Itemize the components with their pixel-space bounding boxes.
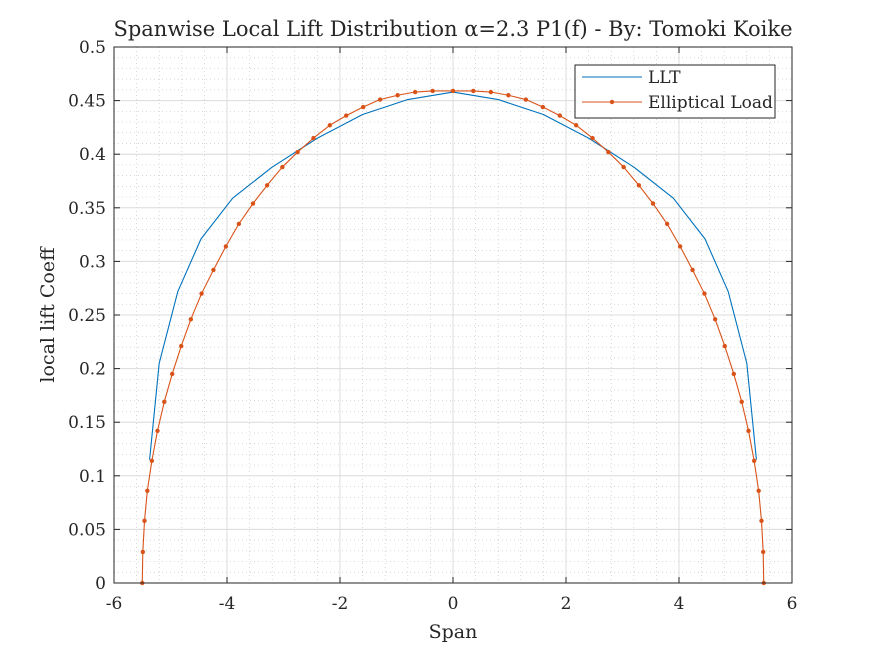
x-tick-label: -4 xyxy=(219,594,236,614)
data-point-elliptical-load xyxy=(223,244,229,249)
y-tick-label: 0.4 xyxy=(79,145,106,165)
data-point-elliptical-load xyxy=(450,88,456,94)
data-point-elliptical-load xyxy=(523,97,529,102)
data-point-elliptical-load xyxy=(540,104,546,110)
data-point-elliptical-load xyxy=(140,549,146,555)
y-tick-label: 0.3 xyxy=(79,252,106,272)
data-point-elliptical-load xyxy=(327,123,333,128)
chart-title: Spanwise Local Lift Distribution α=2.3 P… xyxy=(113,17,792,41)
x-tick-label: 0 xyxy=(448,594,459,614)
data-point-elliptical-load xyxy=(590,135,595,141)
data-point-elliptical-load xyxy=(606,149,611,155)
x-tick-label: -2 xyxy=(332,594,349,614)
data-point-elliptical-load xyxy=(344,113,349,118)
data-point-elliptical-load xyxy=(236,221,242,227)
data-point-elliptical-load xyxy=(430,88,435,94)
legend-label-elliptical-load: Elliptical Load xyxy=(648,93,773,113)
data-point-elliptical-load xyxy=(471,88,476,94)
data-point-elliptical-load xyxy=(377,97,383,102)
data-point-elliptical-load xyxy=(188,317,194,322)
data-point-elliptical-load xyxy=(636,183,642,188)
data-point-elliptical-load xyxy=(149,458,155,463)
x-tick-label: 4 xyxy=(674,594,685,614)
data-point-elliptical-load xyxy=(731,371,737,377)
x-axis-label: Span xyxy=(429,621,478,643)
y-tick-label: 0 xyxy=(95,574,106,594)
x-tick-labels: -6 -4 -2 0 2 4 6 xyxy=(106,594,798,614)
data-point-elliptical-load xyxy=(759,518,764,524)
legend-label-llt: LLT xyxy=(648,68,681,88)
x-tick-label: 2 xyxy=(561,594,572,614)
y-tick-label: 0.45 xyxy=(68,92,106,112)
series-layer xyxy=(140,88,766,586)
data-point-elliptical-load xyxy=(199,291,204,296)
x-tick-label: -6 xyxy=(106,594,123,614)
y-tick-label: 0.05 xyxy=(68,520,106,540)
data-point-elliptical-load xyxy=(650,201,656,206)
data-point-elliptical-load xyxy=(506,93,511,98)
data-point-elliptical-load xyxy=(690,267,695,273)
data-point-elliptical-load xyxy=(179,343,184,349)
data-point-elliptical-load xyxy=(311,135,316,141)
y-tick-label: 0.15 xyxy=(68,413,106,433)
y-tick-label: 0.5 xyxy=(79,38,106,58)
data-point-elliptical-load xyxy=(155,428,160,433)
data-point-elliptical-load xyxy=(142,518,147,524)
legend-box xyxy=(574,64,776,119)
data-point-elliptical-load xyxy=(573,123,579,128)
data-point-elliptical-load xyxy=(295,149,300,155)
y-tick-label: 0.35 xyxy=(68,199,106,219)
data-point-elliptical-load xyxy=(760,549,766,555)
data-point-elliptical-load xyxy=(412,89,418,95)
y-tick-label: 0.25 xyxy=(68,306,106,326)
y-tick-label: 0.2 xyxy=(79,360,106,380)
data-point-elliptical-load xyxy=(677,244,683,249)
data-point-elliptical-load xyxy=(751,458,757,463)
y-tick-label: 0.1 xyxy=(79,467,106,487)
data-point-elliptical-load xyxy=(169,371,175,377)
data-point-elliptical-load xyxy=(162,399,167,405)
data-point-elliptical-load xyxy=(621,164,626,170)
data-point-elliptical-load xyxy=(702,291,707,296)
legend-marker-elliptical-load xyxy=(609,99,615,105)
data-point-elliptical-load xyxy=(746,428,751,433)
data-point-elliptical-load xyxy=(722,343,727,349)
data-point-elliptical-load xyxy=(395,93,400,98)
y-axis-label: local lift Coeff xyxy=(37,246,59,383)
data-point-elliptical-load xyxy=(739,399,744,405)
data-point-elliptical-load xyxy=(488,89,494,95)
x-tick-label: 6 xyxy=(787,594,798,614)
legend: LLT Elliptical Load xyxy=(574,64,776,119)
tick-marks xyxy=(113,46,793,584)
data-point-elliptical-load xyxy=(145,488,150,494)
data-point-elliptical-load xyxy=(712,317,718,322)
data-point-elliptical-load xyxy=(264,183,270,188)
data-point-elliptical-load xyxy=(280,164,285,170)
y-tick-labels: 0 0.05 0.1 0.15 0.2 0.25 0.3 0.35 0.4 0.45 0.5 xyxy=(68,38,106,594)
data-point-elliptical-load xyxy=(557,113,562,118)
data-point-elliptical-load xyxy=(360,104,366,110)
data-point-elliptical-load xyxy=(664,221,670,227)
data-point-elliptical-load xyxy=(211,267,216,273)
data-point-elliptical-load xyxy=(756,488,761,494)
data-point-elliptical-load xyxy=(250,201,256,206)
